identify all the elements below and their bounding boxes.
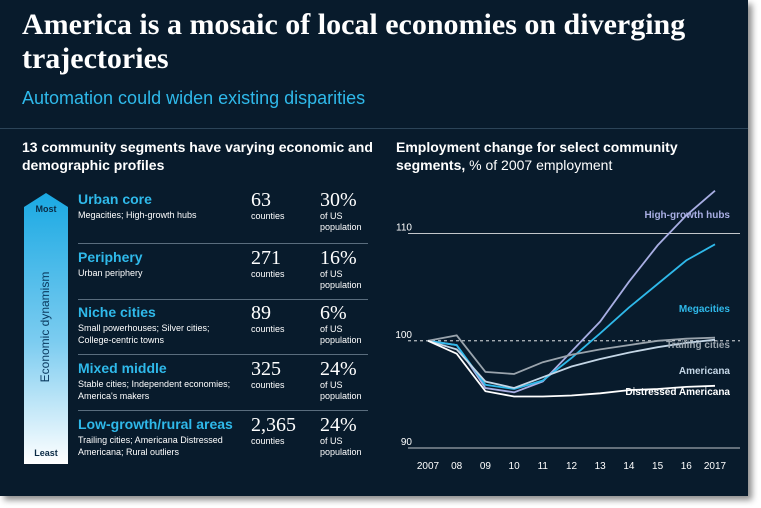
segment-divider: [78, 354, 368, 355]
segment-population-unit: of US population: [320, 211, 362, 232]
segment-population-share: 24%: [320, 358, 357, 380]
y-tick-label-110: 110: [396, 223, 412, 234]
segment-name: Niche cities: [78, 304, 156, 320]
x-tick-label-9: 16: [681, 461, 693, 472]
series-label-4: Distressed Americana: [625, 387, 730, 398]
segment-population-unit: of US population: [320, 269, 362, 290]
segment-name: Mixed middle: [78, 360, 167, 376]
x-tick-label-10: 2017: [704, 461, 727, 472]
segment-population-share: 24%: [320, 414, 357, 436]
x-tick-label-7: 14: [623, 461, 635, 472]
segment-periphery: Periphery Urban periphery 271 counties 1…: [78, 247, 368, 305]
x-tick-label-4: 11: [538, 461, 549, 472]
segment-counties-unit: counties: [251, 324, 285, 334]
series-line-0: [427, 190, 716, 394]
employment-line-chart: 90 100 110 2007 08 09 10 11 12 13 14 15 16 2017 High-g…: [395, 190, 740, 472]
segment-population-unit: of US population: [320, 380, 362, 401]
x-tick-label-0: 2007: [417, 461, 440, 472]
segment-counties: 271: [251, 247, 281, 269]
series-label-2: Trailing cities: [666, 340, 730, 351]
segment-urban-core: Urban core Megacities; High-growth hubs …: [78, 189, 368, 247]
segment-name: Urban core: [78, 191, 152, 207]
segment-divider: [78, 243, 368, 244]
header-divider: [0, 128, 748, 129]
segment-niche-cities: Niche cities Small powerhouses; Silver c…: [78, 302, 368, 360]
segment-population-share: 30%: [320, 189, 357, 211]
series-line-4: [427, 339, 716, 398]
segment-counties: 89: [251, 302, 271, 324]
segment-divider: [78, 410, 368, 411]
segments-heading: 13 community segments have varying econo…: [22, 139, 373, 173]
segment-counties-unit: counties: [251, 436, 285, 446]
page-title: America is a mosaic of local economies o…: [22, 8, 686, 75]
segment-population-share: 16%: [320, 247, 357, 269]
segment-counties: 325: [251, 358, 281, 380]
series-line-3: [427, 338, 716, 389]
chart-title-bold: Employment change for select community s…: [396, 139, 678, 173]
x-tick-label-3: 10: [509, 461, 521, 472]
segment-counties-unit: counties: [251, 269, 285, 279]
segment-description: Trailing cities; Americana Distressed Am…: [78, 435, 223, 457]
segment-counties-unit: counties: [251, 211, 285, 221]
segment-description: Stable cities; Independent economies; Am…: [78, 379, 231, 401]
x-tick-label-6: 13: [595, 461, 607, 472]
segment-mixed-middle: Mixed middle Stable cities; Independent …: [78, 358, 368, 416]
segment-population-unit: of US population: [320, 436, 362, 457]
segment-name: Low-growth/rural areas: [78, 416, 233, 432]
dynamism-axis-label: Economic dynamism: [38, 271, 52, 383]
chart-heading: Employment change for select community s…: [396, 138, 736, 174]
segment-divider: [78, 299, 368, 300]
segment-population-unit: of US population: [320, 324, 362, 345]
page-subtitle: Automation could widen existing disparit…: [22, 88, 366, 108]
segment-counties: 2,365: [251, 414, 296, 436]
segment-description: Megacities; High-growth hubs: [78, 210, 197, 220]
x-tick-label-8: 15: [652, 461, 664, 472]
x-tick-label-2: 09: [480, 461, 492, 472]
x-tick-label-1: 08: [451, 461, 463, 472]
segment-counties-unit: counties: [251, 380, 285, 390]
dynamism-most-label: Most: [35, 204, 57, 214]
infographic-panel: America is a mosaic of local economies o…: [0, 0, 748, 496]
series-label-3: Americana: [679, 366, 731, 377]
segment-description: Urban periphery: [78, 268, 143, 278]
segment-low-growth-rural: Low-growth/rural areas Trailing cities; …: [78, 414, 368, 472]
segment-name: Periphery: [78, 249, 143, 265]
dynamism-least-label: Least: [34, 448, 58, 458]
series-label-0: High-growth hubs: [644, 210, 730, 221]
segment-description: Small powerhouses; Silver cities; Colleg…: [78, 323, 210, 345]
segment-counties: 63: [251, 189, 271, 211]
x-tick-label-5: 12: [566, 461, 578, 472]
series-label-1: Megacities: [679, 304, 731, 315]
segment-population-share: 6%: [320, 302, 347, 324]
series-line-2: [427, 334, 716, 375]
chart-title-rest: % of 2007 employment: [465, 157, 613, 173]
y-tick-label-90: 90: [401, 437, 413, 448]
y-tick-label-100: 100: [395, 330, 412, 341]
dynamism-arrow: [24, 193, 68, 464]
